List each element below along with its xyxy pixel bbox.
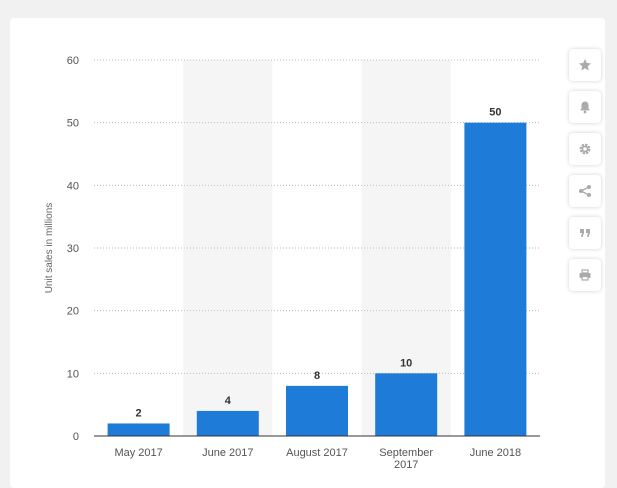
y-tick-label: 10 [67, 368, 79, 380]
y-tick-label: 60 [67, 55, 79, 67]
value-label: 4 [225, 395, 232, 407]
star-icon [578, 58, 592, 72]
notification-button[interactable] [569, 91, 601, 123]
value-label: 8 [314, 370, 320, 382]
y-tick-label: 30 [67, 243, 79, 255]
value-labels: 2 4 8 10 50 [136, 107, 502, 420]
y-tick-label: 20 [67, 306, 79, 318]
share-button[interactable] [569, 175, 601, 207]
x-category-label: September [379, 447, 433, 459]
bell-icon [578, 100, 592, 114]
x-category-label: May 2017 [114, 447, 162, 459]
bar [107, 423, 170, 436]
bar [196, 410, 259, 436]
x-category-label: 2017 [394, 459, 418, 471]
gear-icon [578, 142, 592, 156]
y-tick-label: 40 [67, 180, 79, 192]
quote-icon [578, 226, 592, 240]
x-category-label: June 2017 [202, 447, 253, 459]
bar-chart: 0 10 20 30 40 50 60 2 4 8 10 50 May 2017 June 2017 A… [44, 55, 540, 471]
cite-button[interactable] [569, 217, 601, 249]
value-label: 50 [489, 107, 501, 119]
print-icon [578, 268, 592, 282]
bar [375, 373, 438, 436]
y-tick-label: 50 [67, 118, 79, 130]
y-axis-ticks: 0 10 20 30 40 50 60 [67, 55, 79, 443]
favorite-button[interactable] [569, 49, 601, 81]
x-category-label: June 2018 [470, 447, 521, 459]
print-button[interactable] [569, 259, 601, 291]
bar [464, 122, 527, 437]
x-category-label: August 2017 [286, 447, 348, 459]
y-tick-label: 0 [73, 431, 79, 443]
settings-button[interactable] [569, 133, 601, 165]
value-label: 2 [136, 407, 142, 419]
background-band [183, 60, 273, 436]
gridlines [94, 59, 540, 374]
bar [286, 385, 348, 436]
chart-card: 0 10 20 30 40 50 60 2 4 8 10 50 May 2017 June 2017 A… [10, 18, 605, 488]
bars [107, 122, 527, 437]
toolbar [569, 49, 601, 301]
value-label: 10 [400, 357, 412, 369]
y-axis-title: Unit sales in millions [44, 203, 55, 294]
x-axis-labels: May 2017 June 2017 August 2017 September201… [114, 447, 521, 471]
share-icon [578, 184, 592, 198]
